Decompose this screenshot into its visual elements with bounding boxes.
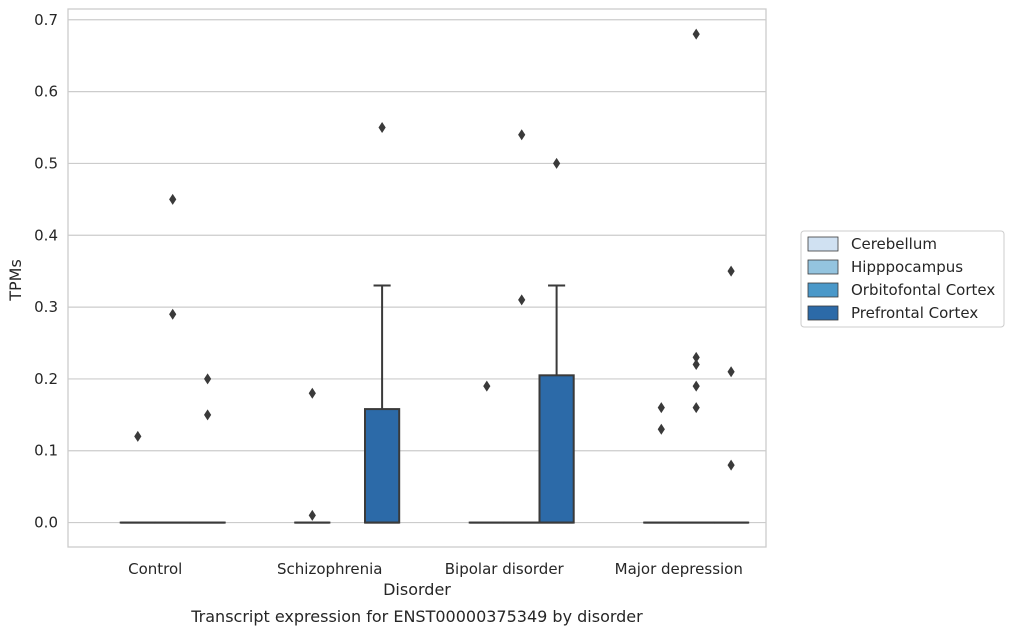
x-tick-label: Major depression: [615, 560, 743, 578]
chart-caption: Transcript expression for ENST0000037534…: [190, 607, 643, 626]
outlier-point: [483, 380, 491, 392]
outlier-point: [134, 430, 142, 442]
y-tick-label: 0.1: [34, 442, 58, 460]
legend-swatch: [807, 259, 839, 275]
y-tick-label: 0.3: [34, 298, 58, 316]
legend-frame: [800, 230, 1005, 328]
legend-label: Cerebellum: [851, 235, 937, 253]
legend-swatch: [807, 236, 839, 252]
y-axis-label: TPMs: [6, 259, 25, 302]
outlier-point: [657, 423, 665, 435]
y-tick-label: 0.0: [34, 514, 58, 532]
outlier-point: [308, 387, 316, 399]
y-tick-label: 0.5: [34, 154, 58, 172]
x-tick-label: Bipolar disorder: [445, 560, 565, 578]
x-tick-label: Schizophrenia: [277, 560, 382, 578]
legend-label: Prefrontal Cortex: [851, 304, 978, 322]
box-element: [538, 284, 575, 524]
outlier-point: [727, 459, 735, 471]
outlier-point: [553, 157, 561, 169]
y-tick-labels: 0.0 0.1 0.2 0.3 0.4 0.5 0.6 0.7: [34, 11, 58, 532]
box-body: [538, 374, 575, 524]
y-tick-label: 0.2: [34, 370, 58, 388]
outlier-point: [692, 28, 700, 40]
outlier-point: [657, 402, 665, 414]
outlier-point: [518, 294, 526, 306]
legend-swatch: [807, 282, 839, 298]
outlier-point: [378, 122, 386, 134]
y-tick-label: 0.4: [34, 226, 58, 244]
box-element: [363, 284, 401, 524]
x-axis-label: Disorder: [383, 580, 451, 599]
outlier-point: [692, 351, 700, 363]
y-tick-label: 0.7: [34, 11, 58, 29]
plot-frame: [67, 8, 767, 548]
outlier-point: [204, 409, 212, 421]
outlier-point: [169, 308, 177, 320]
legend-label: Orbitofontal Cortex: [851, 281, 995, 299]
legend-swatch: [807, 305, 839, 321]
outlier-point: [692, 359, 700, 371]
x-tick-labels: Control Schizophrenia Bipolar disorder Majo…: [128, 560, 743, 578]
legend: Cerebellum Hipppocampus Orbitofontal Corte…: [800, 230, 1005, 328]
outlier-point: [169, 193, 177, 205]
outlier-point: [727, 265, 735, 277]
grid-lines: [68, 19, 766, 524]
box-body: [363, 408, 401, 524]
y-tick-label: 0.6: [34, 83, 58, 101]
outlier-point: [518, 129, 526, 141]
outlier-point: [308, 509, 316, 521]
x-tick-label: Control: [128, 560, 182, 578]
legend-label: Hipppocampus: [851, 258, 963, 276]
outlier-point: [692, 380, 700, 392]
outlier-point: [204, 373, 212, 385]
outlier-point: [727, 366, 735, 378]
plot-marks: [119, 28, 750, 524]
outlier-point: [692, 402, 700, 414]
